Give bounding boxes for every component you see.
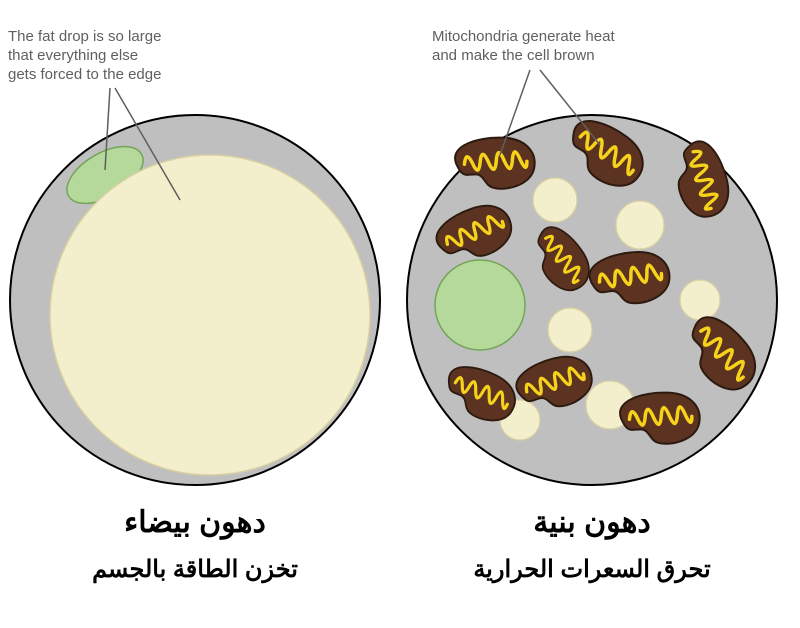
small-fat-droplet [533, 178, 577, 222]
brown-fat-subtitle-ar: تحرق السعرات الحرارية [422, 555, 762, 584]
diagram-canvas: The fat drop is so large that everything… [0, 0, 800, 628]
brown-fat-annotation: Mitochondria generate heat and make the … [432, 28, 615, 66]
brown-fat-title-ar: دهون بنية [442, 505, 742, 540]
large-fat-droplet [50, 155, 370, 475]
small-fat-droplet [616, 201, 664, 249]
white-fat-subtitle-ar: تخزن الطاقة بالجسم [35, 555, 355, 584]
small-fat-droplet [548, 308, 592, 352]
brown-cell-nucleus [435, 260, 525, 350]
white-fat-annotation: The fat drop is so large that everything… [8, 28, 161, 84]
white-fat-title-ar: دهون بيضاء [45, 505, 345, 540]
small-fat-droplet [680, 280, 720, 320]
